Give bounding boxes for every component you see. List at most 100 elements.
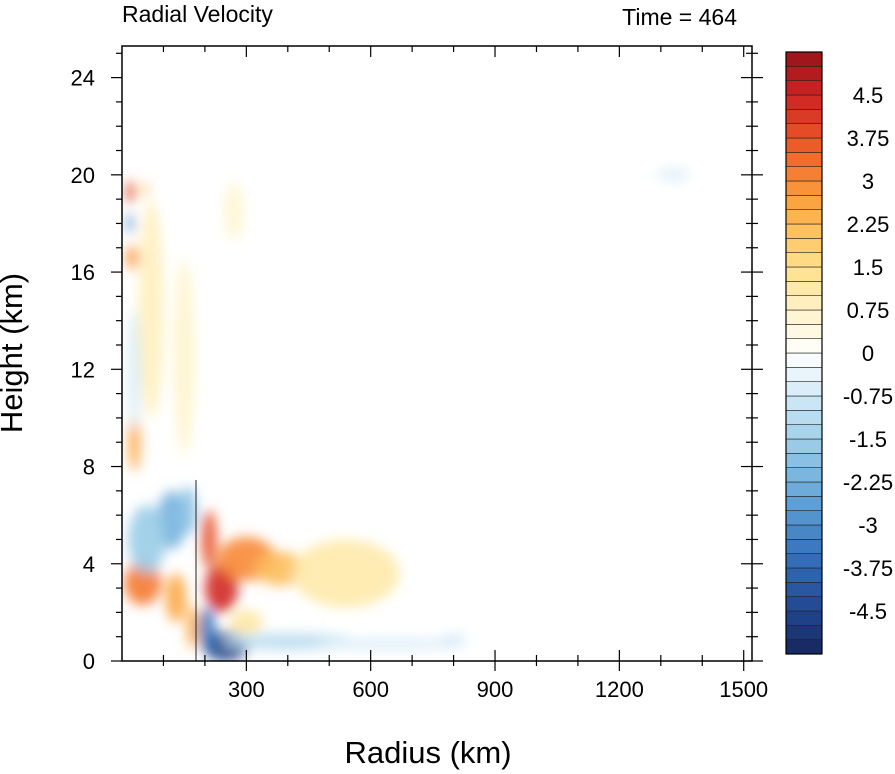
colorbar-segment — [785, 625, 823, 640]
velocity-feature — [229, 609, 263, 635]
colorbar-segment — [785, 123, 823, 139]
velocity-feature — [223, 182, 245, 241]
velocity-feature — [198, 607, 216, 652]
colorbar-tick-label: -1.5 — [849, 427, 887, 452]
y-tick-label: 12 — [71, 357, 95, 382]
colorbar-segment — [785, 195, 823, 210]
x-tick-label: 900 — [477, 677, 514, 702]
colorbar-segment — [785, 496, 823, 511]
colorbar-segment — [785, 324, 823, 339]
velocity-feature — [656, 167, 690, 183]
y-axis-label: Height (km) — [0, 273, 29, 433]
colorbar-segment — [785, 582, 823, 597]
colorbar-frame — [785, 51, 823, 655]
velocity-feature — [186, 605, 199, 649]
y-tick-label: 16 — [71, 260, 95, 285]
x-axis: 300 600 900 1200 1500 — [162, 46, 768, 702]
velocity-feature — [126, 180, 135, 203]
colorbar-tick-label: 3.75 — [847, 126, 890, 151]
colorbar-segment — [785, 166, 823, 182]
x-tick-label: 600 — [352, 677, 389, 702]
y-tick-label: 8 — [83, 455, 95, 480]
colorbar-segment — [785, 481, 823, 497]
velocity-feature — [180, 485, 197, 535]
velocity-feature — [128, 505, 166, 574]
colorbar-segment — [785, 281, 823, 296]
plot-frame — [121, 45, 753, 662]
heatmap-field — [122, 46, 752, 661]
colorbar-segment — [785, 109, 823, 124]
colorbar-segment — [785, 510, 823, 526]
colorbar-segment — [785, 467, 823, 483]
colorbar-segment — [785, 252, 823, 268]
colorbar-segment — [785, 295, 823, 311]
colorbar-tick-label: -4.5 — [849, 599, 887, 624]
velocity-features — [124, 167, 690, 661]
y-tick-label: 4 — [83, 552, 95, 577]
colorbar-segment — [785, 610, 823, 626]
velocity-feature — [138, 199, 164, 418]
colorbar-segment — [785, 524, 823, 540]
y-axis: 0 4 8 12 16 20 24 — [71, 52, 763, 674]
colorbar-tick-label: 4.5 — [853, 83, 884, 108]
colorbar-segment — [785, 410, 823, 425]
colorbar-segment — [785, 395, 823, 411]
velocity-feature — [173, 259, 195, 455]
colorbar-tick-label: 3 — [862, 169, 874, 194]
colorbar-tick-label: -0.75 — [843, 384, 893, 409]
colorbar-segment — [785, 223, 823, 239]
velocity-feature — [441, 635, 467, 643]
colorbar — [785, 51, 823, 655]
colorbar-segment — [785, 367, 823, 382]
colorbar-segment — [785, 80, 823, 96]
y-tick-label: 24 — [71, 66, 95, 91]
velocity-feature — [291, 539, 400, 608]
x-tick-label: 1500 — [719, 677, 768, 702]
velocity-feature — [165, 573, 187, 623]
velocity-feature — [126, 213, 134, 234]
y-tick-label: 0 — [83, 649, 95, 674]
velocity-feature — [254, 551, 305, 586]
colorbar-tick-label: 0 — [862, 341, 874, 366]
colorbar-tick-label: -3 — [858, 513, 878, 538]
colorbar-segment — [785, 567, 823, 583]
colorbar-tick-label: -3.75 — [843, 556, 893, 581]
velocity-feature — [141, 182, 149, 197]
colorbar-segment — [785, 424, 823, 440]
velocity-feature — [316, 637, 467, 651]
colorbar-segment — [785, 209, 823, 225]
velocity-feature — [128, 308, 141, 431]
chart-title-right: Time = 464 — [622, 4, 737, 30]
velocity-feature — [201, 510, 217, 569]
colorbar-segment — [785, 438, 823, 454]
colorbar-segment — [785, 137, 823, 153]
colorbar-tick-label: -2.25 — [843, 470, 893, 495]
colorbar-segment — [785, 338, 823, 354]
x-tick-label: 1200 — [595, 677, 644, 702]
colorbar-tick-label: 2.25 — [847, 212, 890, 237]
chart-title-left: Radial Velocity — [122, 1, 273, 27]
colorbar-segment — [785, 596, 823, 612]
colorbar-segment — [785, 238, 823, 253]
colorbar-segment — [785, 266, 823, 282]
colorbar-segment — [785, 539, 823, 554]
colorbar-segment — [785, 352, 823, 368]
colorbar-segment — [785, 66, 823, 81]
colorbar-segment — [785, 152, 823, 167]
velocity-feature — [126, 245, 139, 270]
velocity-feature — [128, 413, 141, 472]
colorbar-segment — [785, 453, 823, 468]
colorbar-segment — [785, 639, 823, 655]
velocity-feature — [124, 561, 162, 606]
colorbar-segment — [785, 180, 823, 196]
colorbar-tick-label: 1.5 — [853, 255, 884, 280]
colorbar-segment — [785, 309, 823, 325]
x-axis-label: Radius (km) — [344, 735, 511, 770]
colorbar-segment — [785, 51, 823, 67]
colorbar-segment — [785, 94, 823, 110]
colorbar-tick-label: 0.75 — [847, 298, 890, 323]
y-tick-label: 20 — [71, 163, 95, 188]
colorbar-segment — [785, 553, 823, 569]
colorbar-segment — [785, 381, 823, 397]
